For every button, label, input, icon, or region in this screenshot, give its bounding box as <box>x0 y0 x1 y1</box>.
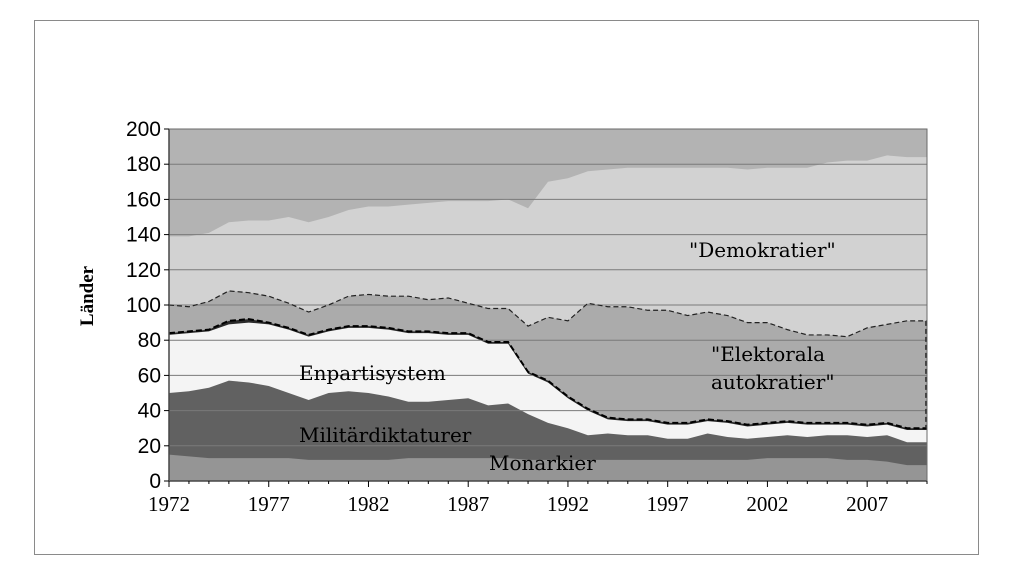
y-tick-labels: 0 20 40 60 80 100 120 140 160 180 200 <box>126 118 161 493</box>
boundary-line-enparti <box>168 318 927 430</box>
enpartisystem-label: Enpartisystem <box>299 361 446 385</box>
y-tick-label-20: 20 <box>138 435 161 458</box>
y-tick-label-80: 80 <box>138 329 161 352</box>
y-tick-label-40: 40 <box>138 400 161 423</box>
area-monarkier <box>169 454 927 481</box>
boundary-line-elektorala <box>168 290 927 338</box>
x-tick-label-1992: 1992 <box>547 492 589 516</box>
x-tick-label-1977: 1977 <box>248 492 290 516</box>
demokratier-label: "Demokratier" <box>689 238 836 262</box>
x-tick-label-2002: 2002 <box>746 492 788 516</box>
militardiktaturer-label: Militärdiktaturer <box>299 423 472 447</box>
elektorala-label-line2: autokratier" <box>711 370 835 394</box>
y-tick-label-100: 100 <box>126 294 161 317</box>
x-tick-label-2007: 2007 <box>846 492 888 516</box>
area-series-group <box>169 155 927 481</box>
x-tick-label-1997: 1997 <box>647 492 689 516</box>
y-tick-label-140: 140 <box>126 224 161 247</box>
x-tick-label-1987: 1987 <box>447 492 489 516</box>
x-tick-labels: 1972 1977 1982 1987 1992 1997 2002 2007 <box>148 492 888 516</box>
x-tick-label-1972: 1972 <box>148 492 190 516</box>
y-tick-label-0: 0 <box>149 470 161 493</box>
elektorala-label-line1: "Elektorala <box>711 342 825 366</box>
stacked-area-chart: 0 20 40 60 80 100 120 140 160 180 200 1972 1977 1982… <box>77 118 928 516</box>
y-tick-label-180: 180 <box>126 153 161 176</box>
boundary-lines <box>168 290 927 430</box>
axes <box>164 128 928 487</box>
area-militärdiktaturer <box>169 380 927 481</box>
monarkier-label: Monarkier <box>489 451 596 475</box>
y-axis-label: Länder <box>77 265 98 326</box>
y-tick-label-120: 120 <box>126 259 161 282</box>
y-tick-label-200: 200 <box>126 118 161 141</box>
y-tick-label-60: 60 <box>138 364 161 387</box>
y-tick-label-160: 160 <box>126 188 161 211</box>
chart-frame: 0 20 40 60 80 100 120 140 160 180 200 1972 1977 1982… <box>34 20 979 555</box>
x-tick-label-1982: 1982 <box>347 492 389 516</box>
